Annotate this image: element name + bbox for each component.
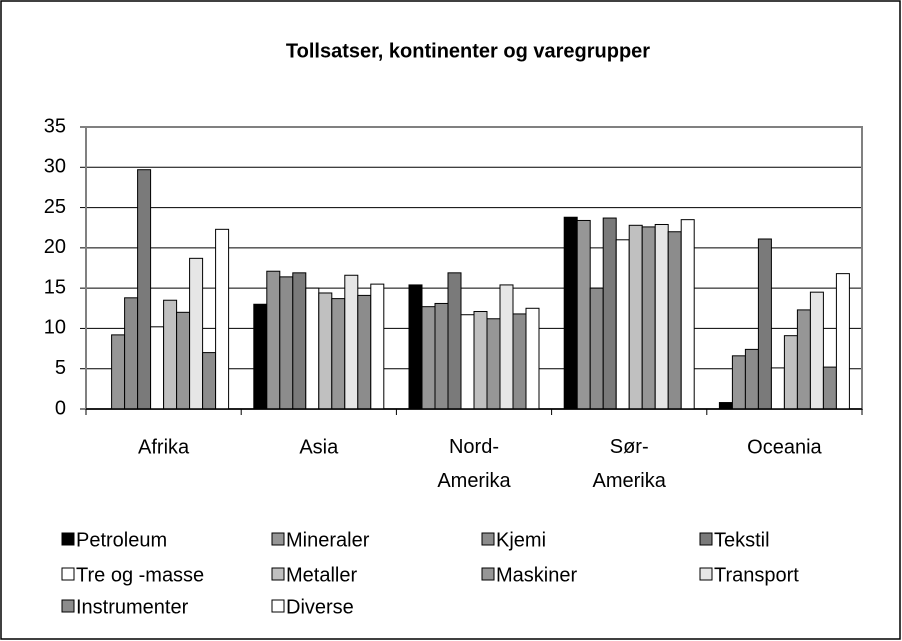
legend-swatch (271, 599, 285, 613)
bar (331, 298, 346, 410)
legend-label: Kjemi (496, 529, 546, 551)
x-tick-label-line: Amerika (437, 470, 511, 492)
y-tick-label: 25 (44, 196, 66, 218)
legend-label: Transport (714, 564, 799, 586)
x-tick-label-line: Amerika (593, 470, 667, 492)
legend-label: Tre og -masse (76, 564, 204, 586)
bar (421, 306, 436, 410)
bar (137, 169, 152, 410)
bar (189, 257, 204, 410)
x-tick-label-line: Nord- (449, 436, 499, 458)
legend-label: Diverse (286, 596, 354, 618)
bar (370, 283, 385, 410)
x-tick-label: Asia (299, 436, 339, 458)
legend-label: Maskiner (496, 564, 577, 586)
legend-swatch (481, 532, 495, 546)
bar (628, 224, 643, 410)
bar (305, 287, 320, 410)
bar (202, 352, 217, 410)
bar (654, 223, 669, 410)
x-tick-label: Nord- Amerika (437, 436, 511, 492)
bar (150, 326, 165, 410)
bar (279, 276, 294, 410)
bar (292, 272, 307, 410)
y-tick-label: 20 (44, 236, 66, 258)
bar (253, 303, 268, 410)
chart-title: Tollsatser, kontinenter og varegrupper (286, 40, 650, 62)
bar (473, 311, 488, 410)
legend-label: Tekstil (714, 529, 770, 551)
bar (602, 217, 617, 410)
legend-swatch (61, 532, 75, 546)
legend-swatch (271, 532, 285, 546)
bar (266, 270, 281, 410)
bar (757, 238, 772, 410)
bar (486, 318, 501, 410)
bar (344, 274, 359, 410)
bar (111, 334, 126, 410)
bar (357, 294, 372, 410)
bar (822, 366, 837, 410)
bar (744, 348, 759, 410)
x-tick-label: Oceania (747, 436, 822, 458)
legend-swatch (699, 567, 713, 581)
bar (563, 216, 578, 410)
y-tick-label: 35 (44, 115, 66, 137)
bar (835, 273, 850, 410)
legend-label: Metaller (286, 564, 357, 586)
bar (589, 287, 604, 410)
bar (783, 335, 798, 410)
legend-swatch (481, 567, 495, 581)
bar (718, 402, 733, 410)
bar (667, 231, 682, 410)
legend-label: Instrumenter (76, 596, 189, 618)
bar (124, 297, 139, 410)
y-tick-label: 10 (44, 317, 66, 339)
y-tick-label: 15 (44, 276, 66, 298)
x-tick-label: Sør- Amerika (593, 436, 667, 492)
bar (680, 219, 695, 410)
bar (176, 311, 191, 410)
legend-swatch (271, 567, 285, 581)
legend-swatch (61, 599, 75, 613)
legend-swatch (699, 532, 713, 546)
bar (525, 307, 540, 410)
x-tick-label: Afrika (138, 436, 190, 458)
bar (615, 239, 630, 410)
y-tick-label: 5 (55, 357, 66, 379)
bar (215, 228, 230, 410)
bar (512, 313, 527, 410)
y-tick-label: 30 (44, 156, 66, 178)
bar (499, 284, 514, 410)
x-tick-label-line: Sør- (610, 436, 649, 458)
bar (163, 299, 178, 410)
bar (809, 291, 824, 410)
bar (641, 226, 656, 410)
bar (576, 219, 591, 410)
legend-label: Mineraler (286, 529, 370, 551)
bar (770, 367, 785, 410)
legend-swatch (61, 567, 75, 581)
y-tick-label: 0 (55, 397, 66, 419)
bar (796, 309, 811, 410)
legend-label: Petroleum (76, 529, 167, 551)
bar (318, 292, 333, 410)
bar (447, 272, 462, 410)
bar (731, 355, 746, 410)
bar (408, 284, 423, 410)
bar (434, 302, 449, 410)
bar (460, 314, 475, 410)
